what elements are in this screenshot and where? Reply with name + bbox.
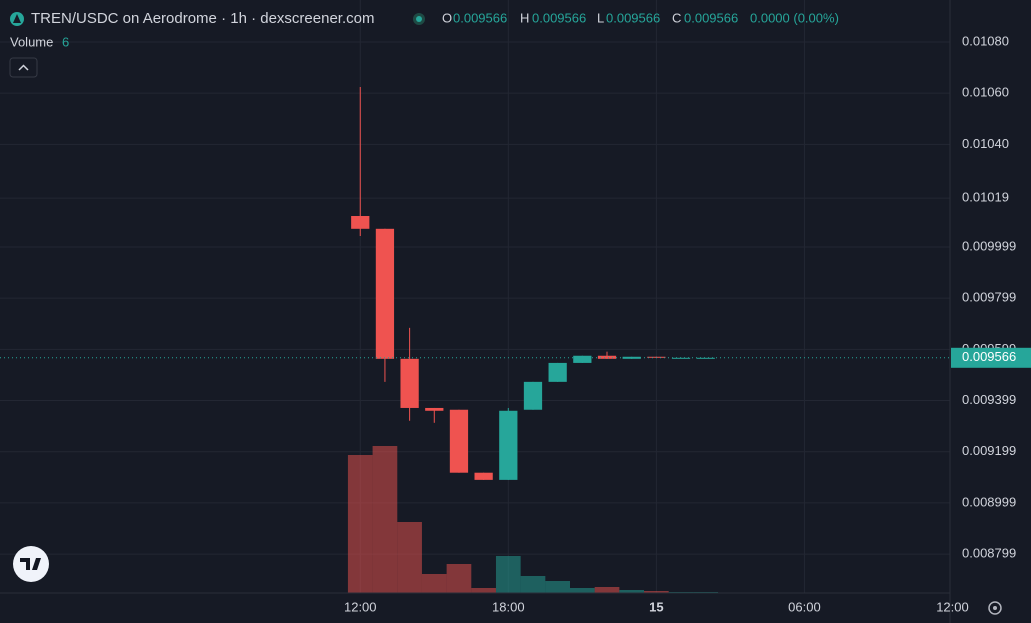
y-tick-label: 0.008799 xyxy=(962,546,1016,561)
volume-bar xyxy=(446,564,472,593)
volume-bar xyxy=(619,590,645,593)
volume-bar xyxy=(545,581,570,593)
x-tick-label: 06:00 xyxy=(788,599,821,614)
y-tick-label: 0.009799 xyxy=(962,290,1016,305)
collapse-icon xyxy=(18,64,29,71)
y-tick-label: 0.008999 xyxy=(962,494,1016,509)
candle-body xyxy=(523,381,543,410)
volume-bar xyxy=(570,588,595,593)
y-tick-label: 0.009399 xyxy=(962,392,1016,407)
candle-body xyxy=(425,407,444,411)
last-price-label: 0.009566 xyxy=(962,349,1016,364)
volume-bar xyxy=(644,591,669,593)
candle-body xyxy=(400,358,419,408)
candle-body xyxy=(671,357,691,359)
legend-value: 0.009566 xyxy=(453,10,507,25)
volume-bar xyxy=(347,455,373,593)
legend-label: L xyxy=(597,10,604,25)
candle-body xyxy=(474,472,493,480)
y-tick-label: 0.01060 xyxy=(962,85,1009,100)
x-tick-label: 15 xyxy=(649,599,663,614)
candle-body xyxy=(351,216,370,229)
volume-bar xyxy=(495,556,521,593)
candle-body xyxy=(696,357,715,359)
tv-logo-mark xyxy=(20,558,41,570)
status-dot xyxy=(416,16,422,22)
tv-logo[interactable] xyxy=(13,546,49,582)
legend-label: O xyxy=(442,10,452,25)
candle-body xyxy=(548,362,567,382)
legend-value: 0.009566 xyxy=(606,10,660,25)
y-tick-label: 0.01080 xyxy=(962,33,1009,48)
volume-bar xyxy=(471,588,496,593)
price-axis-panel xyxy=(950,0,1031,623)
legend-label: H xyxy=(520,10,529,25)
candle-body xyxy=(573,355,592,363)
volume-bar xyxy=(372,446,398,593)
legend-value: 0.009566 xyxy=(684,10,738,25)
volume-label: Volume xyxy=(10,34,53,49)
settings-icon[interactable] xyxy=(988,601,1002,615)
x-tick-label: 12:00 xyxy=(936,599,969,614)
y-tick-label: 0.009999 xyxy=(962,238,1016,253)
volume-bar xyxy=(520,576,546,593)
candle-body xyxy=(622,356,641,359)
last-price-tag xyxy=(951,347,1031,368)
candle-body xyxy=(499,410,518,480)
y-tick-label: 0.01040 xyxy=(962,136,1009,151)
candle-body xyxy=(647,356,666,358)
candle-body xyxy=(449,409,469,473)
volume-bar xyxy=(594,587,620,593)
volume-value: 6 xyxy=(62,34,69,49)
candle-body xyxy=(597,355,617,359)
legend-label: C xyxy=(672,10,681,25)
volume-bar xyxy=(421,574,447,593)
x-tick-label: 12:00 xyxy=(344,599,377,614)
y-tick-label: 0.009199 xyxy=(962,443,1016,458)
y-tick-label: 0.01019 xyxy=(962,190,1009,205)
settings-icon-center xyxy=(993,606,997,610)
volume-bar xyxy=(397,522,422,593)
logo-mark xyxy=(13,14,21,23)
candle-body xyxy=(375,228,395,359)
legend-value: 0.009566 xyxy=(532,10,586,25)
legend-change: 0.0000 (0.00%) xyxy=(750,10,839,25)
x-tick-label: 18:00 xyxy=(492,599,525,614)
collapse-button[interactable] xyxy=(9,57,38,78)
chart-title: TREN/USDC on Aerodrome · 1h · dexscreene… xyxy=(31,10,374,27)
